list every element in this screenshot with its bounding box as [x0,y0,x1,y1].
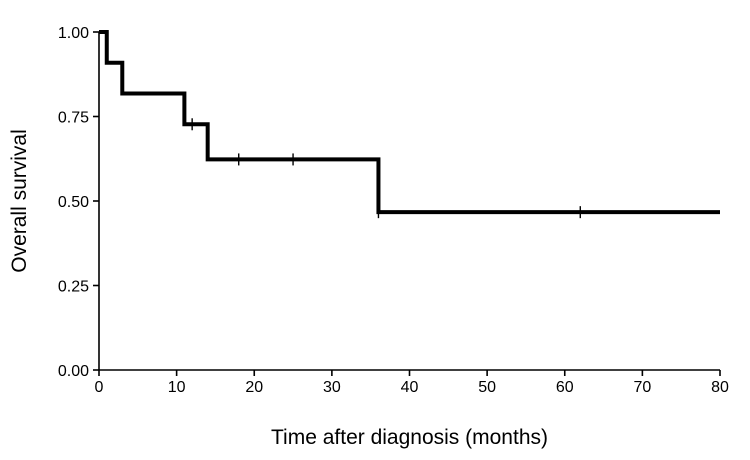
x-tick-label: 20 [245,379,263,396]
x-axis-title: Time after diagnosis (months) [271,426,548,449]
y-axis-title: Overall survival [8,129,31,273]
x-tick-label: 60 [556,379,574,396]
y-tick-label: 0.75 [58,110,89,127]
y-tick-label: 0.25 [58,279,89,296]
x-tick-label: 80 [711,379,729,396]
y-tick-label: 1.00 [58,25,89,42]
x-ticks: 0 10 20 30 40 50 60 70 80 [95,370,729,396]
x-tick-label: 40 [401,379,419,396]
censor-marks [191,118,581,219]
y-tick-label: 0.00 [58,363,89,380]
survival-step-line [99,30,720,215]
x-tick-label: 50 [478,379,496,396]
y-ticks: 0.00 0.25 0.50 0.75 1.00 [58,25,99,380]
axes [98,32,720,371]
x-tick-label: 30 [323,379,341,396]
x-tick-label: 70 [633,379,651,396]
x-tick-label: 10 [168,379,186,396]
x-tick-label: 0 [95,379,104,396]
series [99,30,720,215]
y-tick-label: 0.50 [58,194,89,211]
